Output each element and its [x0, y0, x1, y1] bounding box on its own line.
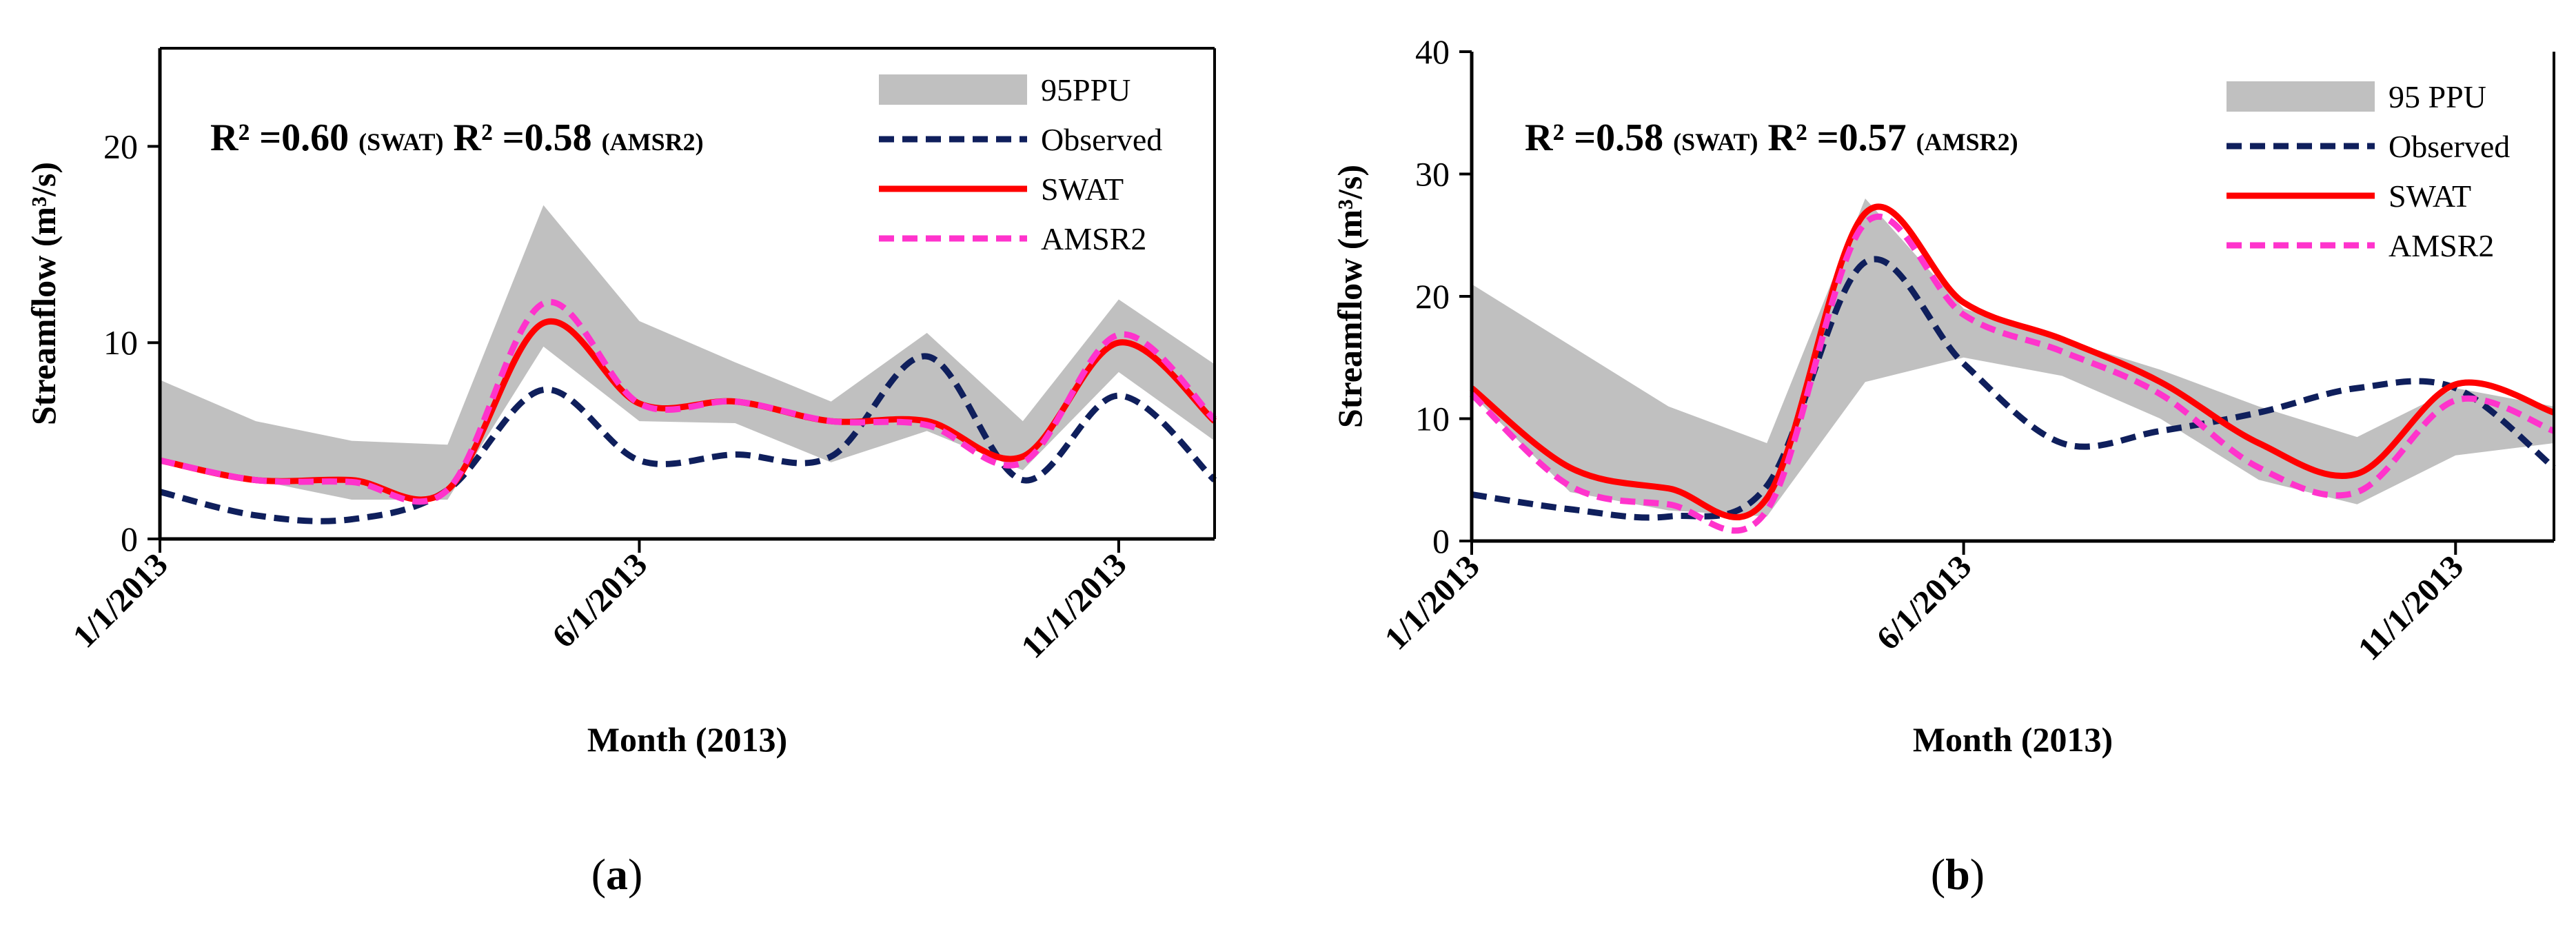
chart-panel-a: 0 10 20 1/1/2013 6/1/2013 11/1/2013 Month (201… [24, 47, 1217, 899]
y-axis-title: Streamflow (m³/s) [24, 162, 63, 425]
legend: 95PPU Observed SWAT AMSR2 [879, 72, 1162, 256]
legend-label: Observed [2389, 129, 2510, 164]
y-tick-label: 30 [1415, 155, 1450, 194]
legend: 95 PPU Observed SWAT AMSR2 [2227, 79, 2510, 263]
legend-label: AMSR2 [1041, 221, 1146, 256]
legend-label: 95 PPU [2389, 79, 2486, 114]
y-tick-label: 20 [1415, 277, 1450, 316]
panel-label: (a) [591, 850, 643, 899]
x-tick-label: 1/1/2013 [66, 546, 175, 655]
x-tick-label: 6/1/2013 [1869, 548, 1978, 657]
x-tick-label: 11/1/2013 [2351, 548, 2471, 667]
legend-label: Observed [1041, 122, 1162, 157]
x-tick-label: 1/1/2013 [1378, 548, 1487, 657]
y-tick-label: 0 [121, 520, 138, 558]
r2-annotation: R² =0.60 (SWAT) R² =0.58 (AMSR2) [210, 116, 704, 159]
y-tick-label: 10 [103, 323, 138, 362]
y-tick-label: 10 [1415, 400, 1450, 438]
legend-label: AMSR2 [2389, 228, 2494, 263]
x-axis-title: Month (2013) [1913, 720, 2113, 759]
x-axis-title: Month (2013) [587, 720, 787, 759]
series-swat-line [1470, 203, 2555, 520]
chart-panel-b: 0 10 20 30 40 1/1/2013 6/1/2013 11/1/2013 Month … [1330, 32, 2556, 899]
y-tick-label: 0 [1432, 522, 1450, 560]
legend-label: 95PPU [1041, 72, 1130, 108]
legend-label: SWAT [2389, 178, 2471, 214]
band-95ppu [160, 205, 1215, 500]
legend-swatch-95ppu [2227, 81, 2375, 112]
series-amsr2-line [159, 298, 1217, 505]
x-tick-label: 6/1/2013 [545, 546, 654, 655]
r2-annotation: R² =0.58 (SWAT) R² =0.57 (AMSR2) [1525, 116, 2018, 159]
y-tick-label: 20 [103, 127, 138, 165]
band-95ppu [1472, 198, 2554, 517]
y-axis-title: Streamflow (m³/s) [1330, 165, 1369, 428]
legend-label: SWAT [1041, 172, 1124, 207]
series-observed-line [1471, 256, 2556, 521]
y-tick-label: 40 [1415, 32, 1450, 71]
series-observed-line [159, 353, 1217, 524]
legend-swatch-95ppu [879, 74, 1027, 105]
x-tick-label: 11/1/2013 [1014, 546, 1133, 665]
series-amsr2-line [1469, 213, 2555, 534]
panel-label: (b) [1931, 850, 1985, 899]
